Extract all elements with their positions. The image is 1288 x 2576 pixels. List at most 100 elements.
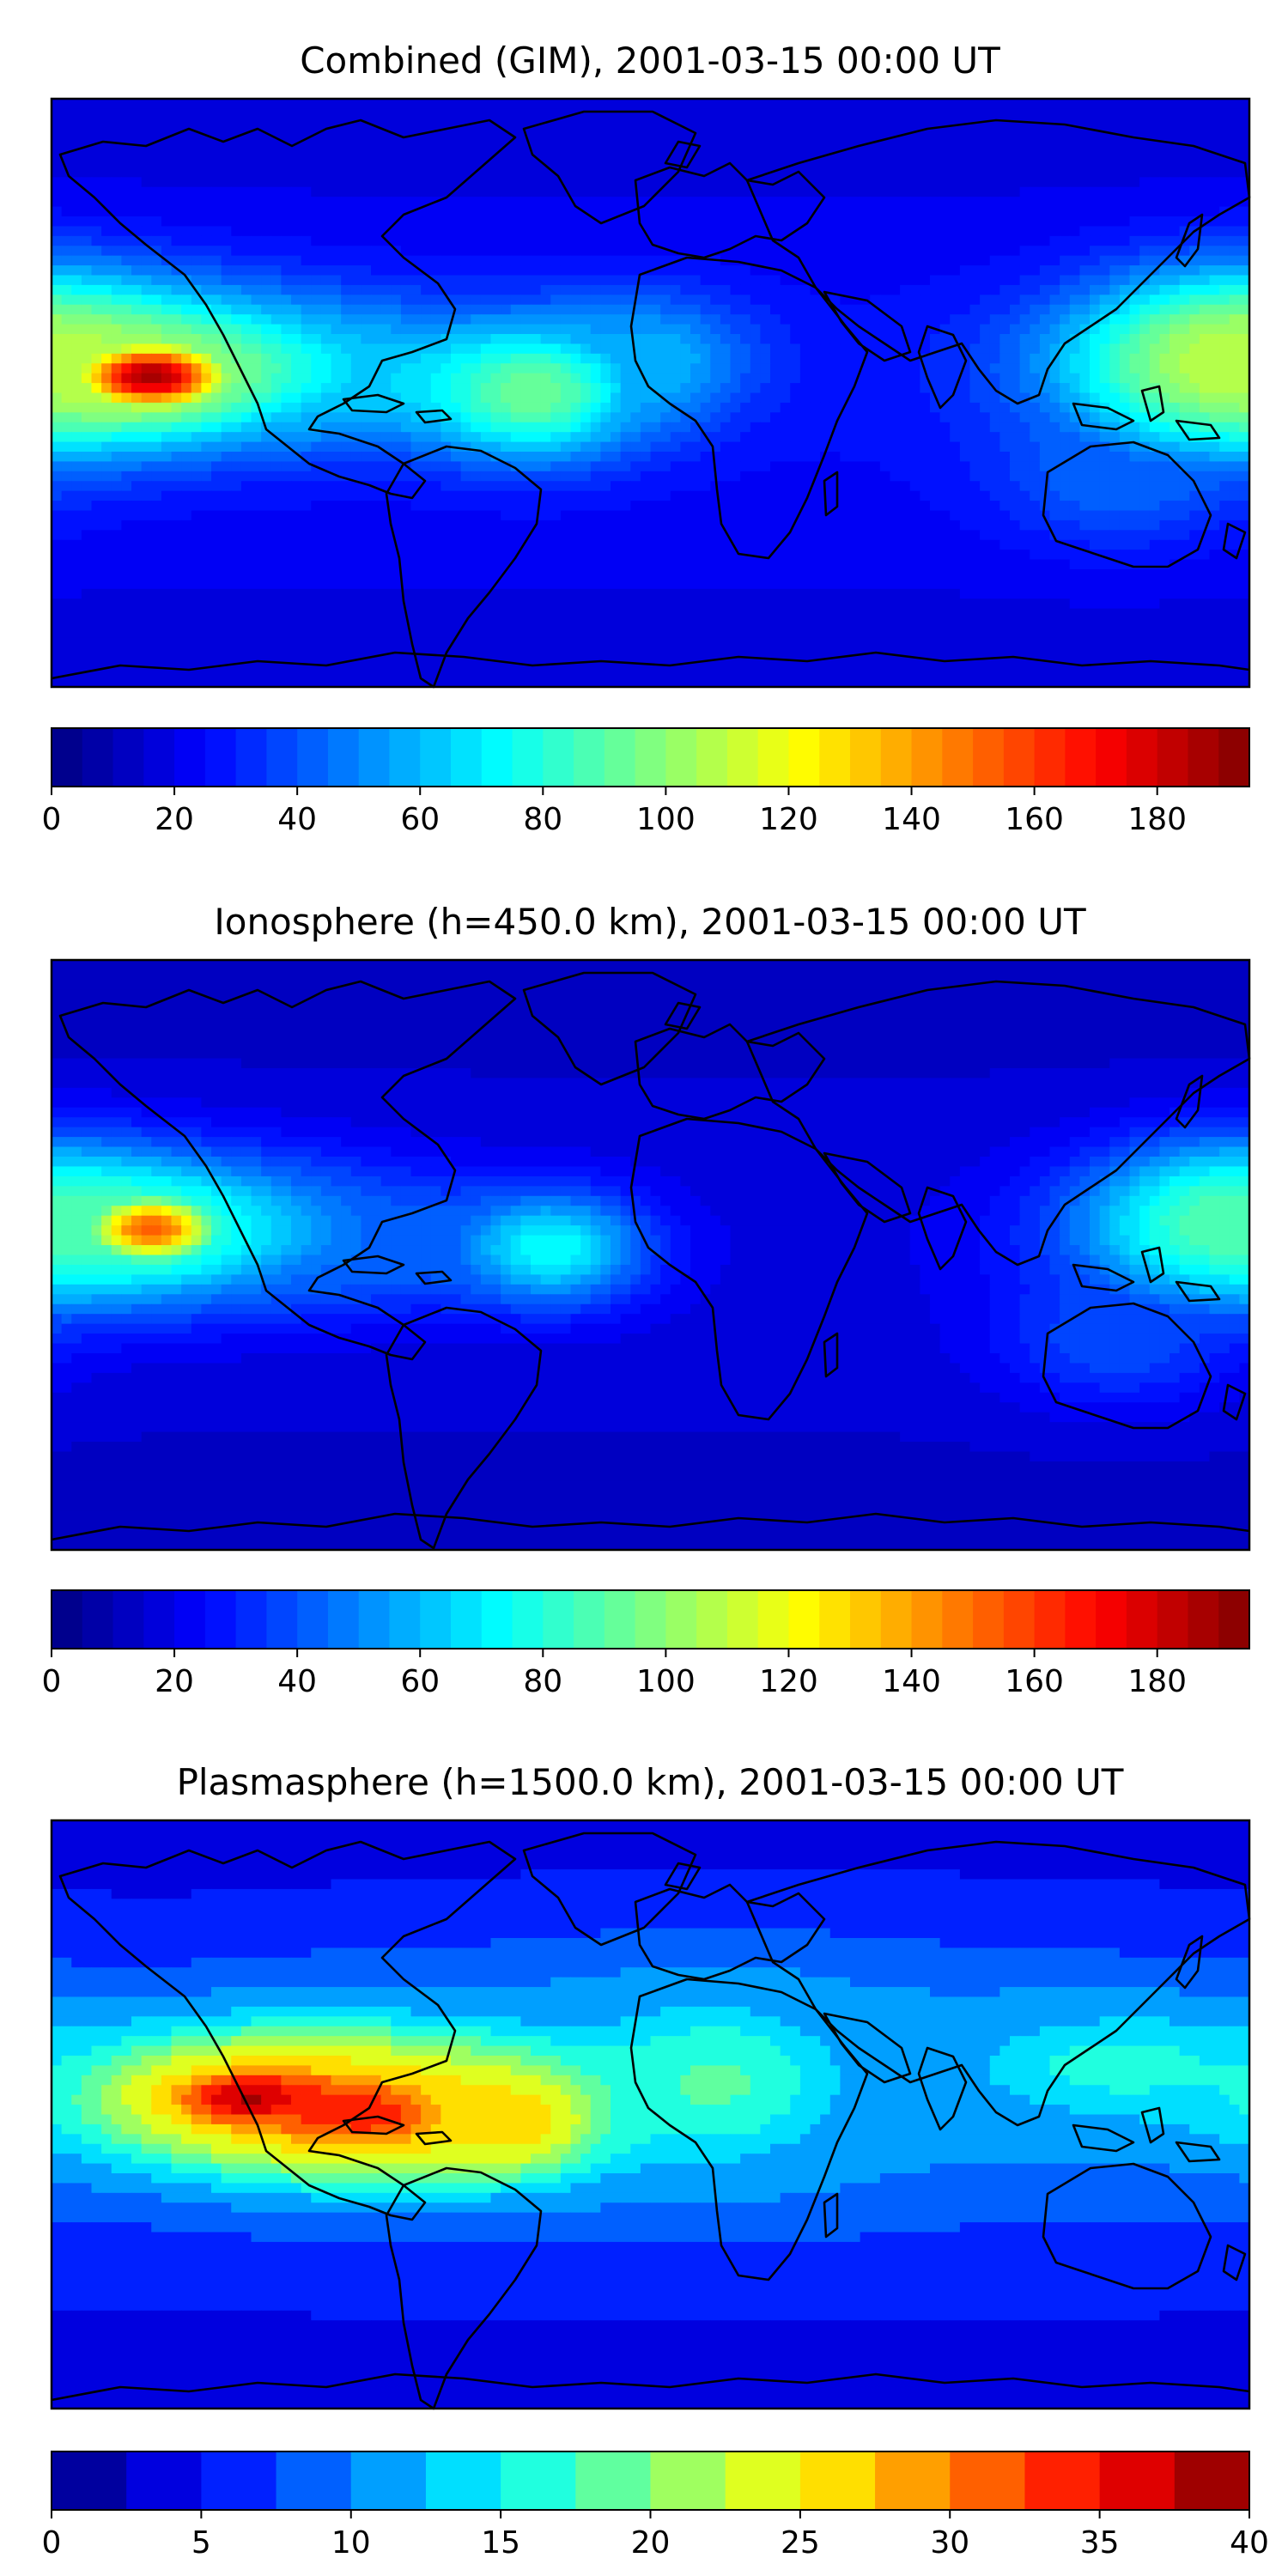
field-cell <box>1099 452 1110 463</box>
field-cell <box>1129 137 1140 149</box>
field-cell <box>650 452 661 463</box>
field-cell <box>799 246 811 257</box>
field-cell <box>680 177 691 188</box>
field-cell <box>550 392 562 404</box>
field-cell <box>1179 481 1190 492</box>
field-cell <box>550 108 562 119</box>
field-cell <box>1199 197 1211 208</box>
field-cell <box>1129 314 1140 325</box>
field-cell <box>111 373 122 384</box>
field-cell <box>201 402 212 413</box>
field-cell <box>1179 461 1190 472</box>
field-cell <box>720 402 732 413</box>
field-cell <box>480 216 492 228</box>
field-cell <box>1209 99 1220 110</box>
field-cell <box>1039 128 1051 139</box>
field-cell <box>281 373 292 384</box>
field-cell <box>111 461 122 472</box>
field-cell <box>490 216 501 228</box>
field-cell <box>270 324 282 335</box>
field-cell <box>890 167 901 178</box>
field-cell <box>251 246 262 257</box>
field-cell <box>939 471 951 482</box>
field-cell <box>460 137 471 149</box>
field-cell <box>840 490 851 501</box>
field-cell <box>1090 167 1101 178</box>
field-cell <box>1189 235 1200 246</box>
field-cell <box>460 128 471 139</box>
field-cell <box>700 265 711 276</box>
field-cell <box>720 108 732 119</box>
field-cell <box>740 501 751 512</box>
field-cell <box>281 324 292 335</box>
field-cell <box>980 186 991 197</box>
field-cell <box>930 353 941 364</box>
field-cell <box>1219 99 1230 110</box>
field-cell <box>680 226 691 237</box>
field-cell <box>251 501 262 512</box>
field-cell <box>1099 353 1110 364</box>
field-cell <box>291 186 302 197</box>
field-cell <box>531 392 542 404</box>
field-cell <box>1010 304 1021 315</box>
field-cell <box>780 343 791 355</box>
field-cell <box>969 295 981 306</box>
field-cell <box>350 295 361 306</box>
field-cell <box>820 235 831 246</box>
field-cell <box>740 452 751 463</box>
field-cell <box>1209 206 1220 217</box>
field-cell <box>810 197 821 208</box>
field-cell <box>690 275 702 286</box>
field-cell <box>969 392 981 404</box>
field-cell <box>311 148 322 159</box>
field-cell <box>161 314 173 325</box>
field-cell <box>1229 441 1240 453</box>
field-cell <box>1170 490 1181 501</box>
field-cell <box>1069 128 1080 139</box>
field-cell <box>421 177 432 188</box>
field-cell <box>909 148 920 159</box>
field-cell <box>600 422 611 433</box>
field-cell <box>1010 186 1021 197</box>
field-cell <box>1209 186 1220 197</box>
field-cell <box>1010 235 1021 246</box>
field-cell <box>980 148 991 159</box>
field-cell <box>281 186 292 197</box>
field-cell <box>380 501 392 512</box>
field-cell <box>730 490 741 501</box>
field-cell <box>1179 99 1190 110</box>
field-cell <box>879 324 891 335</box>
field-cell <box>151 334 162 345</box>
field-cell <box>820 167 831 178</box>
field-cell <box>471 373 482 384</box>
field-cell <box>780 422 791 433</box>
field-cell <box>350 441 361 453</box>
field-cell <box>410 275 422 286</box>
field-cell <box>1219 392 1230 404</box>
field-cell <box>1030 343 1041 355</box>
field-cell <box>1109 177 1121 188</box>
field-cell <box>690 452 702 463</box>
field-cell <box>1219 226 1230 237</box>
field-cell <box>939 461 951 472</box>
field-cell <box>471 177 482 188</box>
field-cell <box>361 422 372 433</box>
field-cell <box>720 128 732 139</box>
field-cell <box>320 108 332 119</box>
field-cell <box>909 255 920 266</box>
field-cell <box>550 167 562 178</box>
field-cell <box>371 265 382 276</box>
field-cell <box>600 197 611 208</box>
field-cell <box>600 363 611 374</box>
field-cell <box>430 295 441 306</box>
field-cell <box>211 441 222 453</box>
field-cell <box>121 471 132 482</box>
field-cell <box>440 383 452 394</box>
field-cell <box>780 216 791 228</box>
field-cell <box>710 206 721 217</box>
field-cell <box>1060 441 1071 453</box>
field-cell <box>640 324 652 335</box>
field-cell <box>620 167 631 178</box>
field-cell <box>650 186 661 197</box>
field-cell <box>799 373 811 384</box>
